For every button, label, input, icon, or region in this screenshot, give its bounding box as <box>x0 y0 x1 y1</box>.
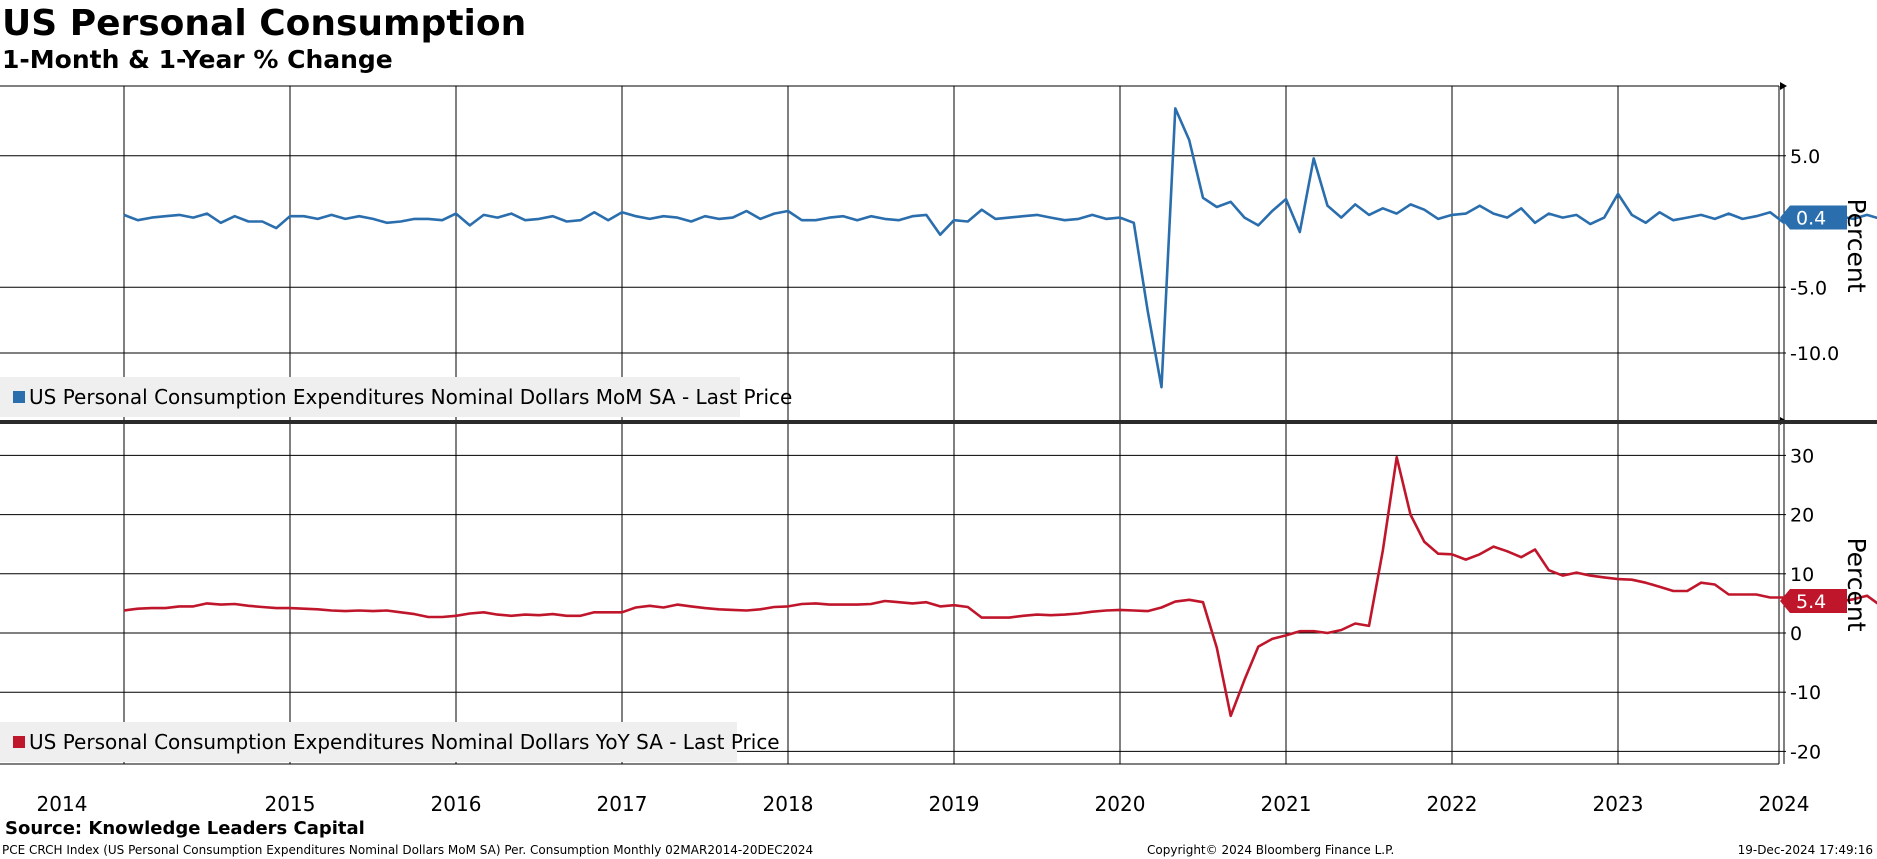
legend-label-mom: US Personal Consumption Expenditures Nom… <box>29 385 793 409</box>
chart-subtitle: 1-Month & 1-Year % Change <box>2 45 393 74</box>
y-tick-label: -20 <box>1790 741 1821 763</box>
labels-layer: 5.0-5.0-10.0Percent0.43020100-10-20Perce… <box>37 146 1871 816</box>
series-layer <box>123 107 1877 718</box>
footer-copyright: Copyright© 2024 Bloomberg Finance L.P. <box>1147 843 1395 857</box>
x-tick-label: 2019 <box>929 792 980 816</box>
y-tick-label: 30 <box>1790 445 1814 467</box>
axis-arrow <box>1780 82 1787 90</box>
series-line-yoy <box>123 455 1877 718</box>
y-tick-label: 5.0 <box>1790 146 1820 168</box>
x-tick-label: 2022 <box>1427 792 1478 816</box>
y-tick-label: 20 <box>1790 505 1814 527</box>
last-value-label: 5.4 <box>1796 591 1826 613</box>
chart-title: US Personal Consumption <box>2 3 527 44</box>
footer-description: PCE CRCH Index (US Personal Consumption … <box>2 843 814 857</box>
legend-yoy[interactable]: US Personal Consumption Expenditures Nom… <box>0 722 780 762</box>
x-tick-label: 2018 <box>763 792 814 816</box>
y-tick-label: -5.0 <box>1790 277 1827 299</box>
x-tick-label: 2023 <box>1593 792 1644 816</box>
y-axis-title: Percent <box>1842 537 1871 631</box>
y-tick-label: 10 <box>1790 564 1814 586</box>
legend-swatch-mom <box>13 391 25 403</box>
y-tick-label: -10.0 <box>1790 343 1839 365</box>
y-tick-label: 0 <box>1790 623 1802 645</box>
series-line-mom <box>123 107 1877 389</box>
y-tick-label: -10 <box>1790 682 1821 704</box>
last-value-tag <box>1780 205 1847 230</box>
x-tick-label: 2021 <box>1261 792 1312 816</box>
legend-swatch-yoy <box>13 736 25 748</box>
panel-divider <box>0 420 1877 424</box>
legend-label-yoy: US Personal Consumption Expenditures Nom… <box>29 730 780 754</box>
x-tick-label: 2024 <box>1759 792 1810 816</box>
last-value-label: 0.4 <box>1796 208 1826 230</box>
x-tick-label: 2017 <box>597 792 648 816</box>
footer-timestamp: 19-Dec-2024 17:49:16 <box>1737 843 1873 857</box>
grid-layer <box>0 86 1785 764</box>
x-tick-label: 2015 <box>265 792 316 816</box>
x-tick-label: 2016 <box>431 792 482 816</box>
x-tick-label: 2020 <box>1095 792 1146 816</box>
last-value-tag <box>1780 589 1847 614</box>
axes-layer <box>0 82 1877 765</box>
source-note: Source: Knowledge Leaders Capital <box>5 818 365 839</box>
x-tick-label: 2014 <box>37 792 88 816</box>
legend-mom[interactable]: US Personal Consumption Expenditures Nom… <box>0 377 792 417</box>
